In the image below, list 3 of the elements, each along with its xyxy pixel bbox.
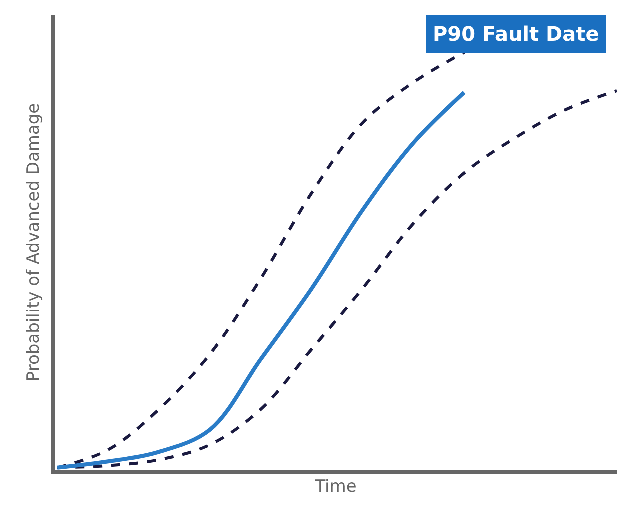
x-axis-title: Time	[314, 476, 357, 497]
y-axis-title: Probability of Advanced Damage	[24, 103, 44, 382]
text: P90 Fault Date	[433, 22, 600, 46]
